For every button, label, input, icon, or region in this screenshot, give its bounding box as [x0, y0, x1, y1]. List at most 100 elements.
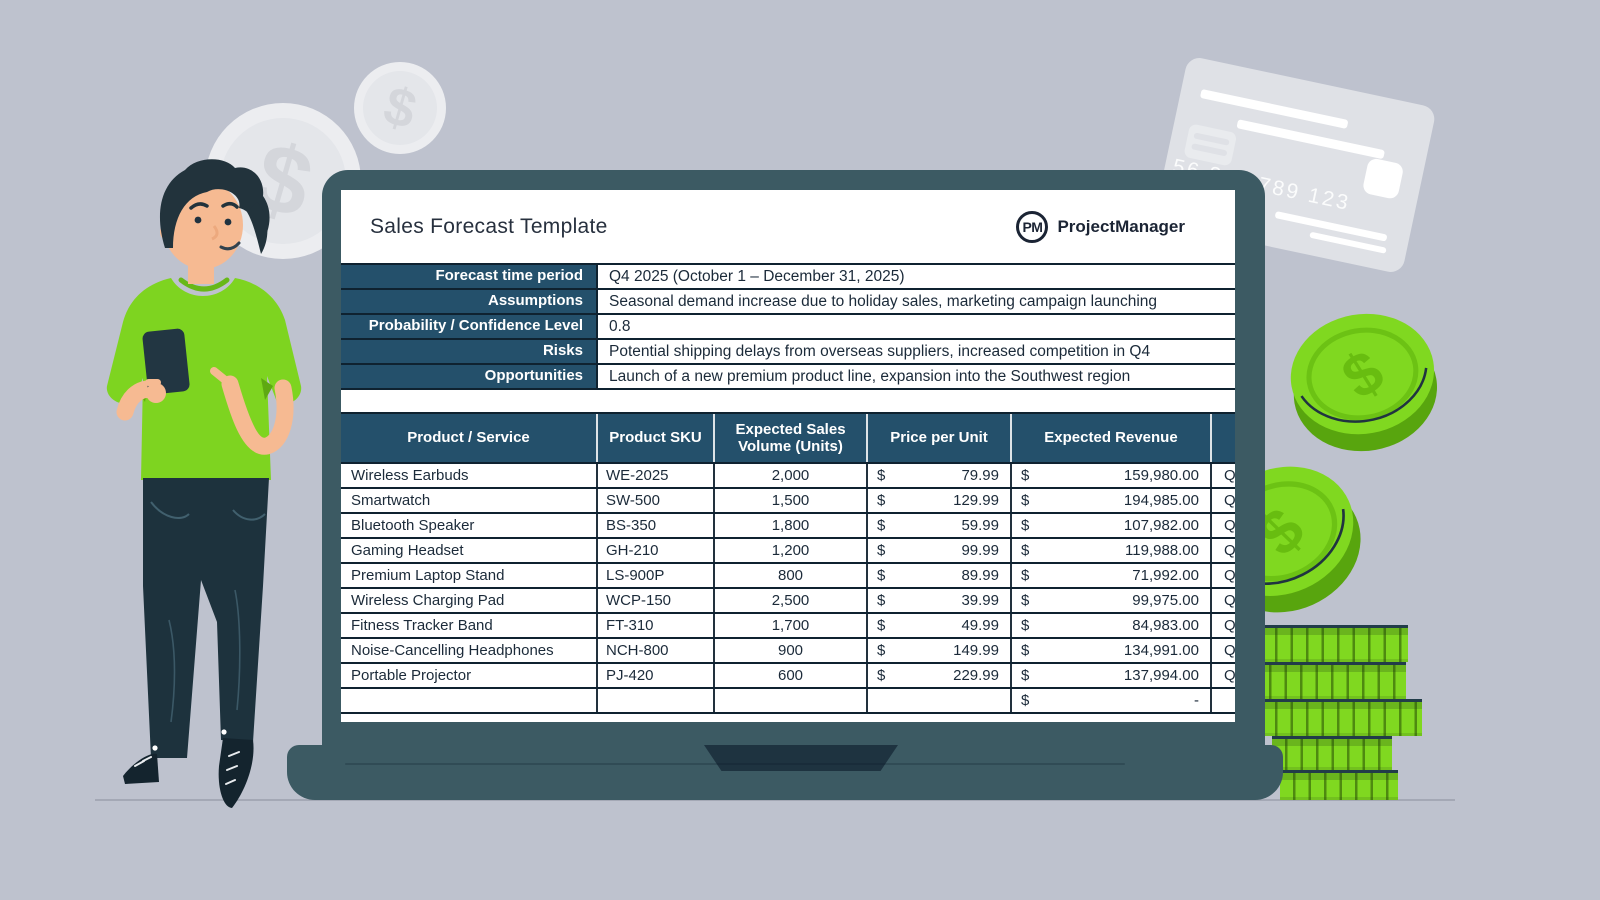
coin-stack-row [1272, 736, 1392, 770]
person-shoe [218, 738, 254, 808]
cell-revenue: $134,991.00 [1012, 639, 1212, 662]
coin-stack-row [1280, 770, 1398, 800]
cell-price-amount: 229.99 [953, 667, 999, 684]
cell-revenue: $107,982.00 [1012, 514, 1212, 537]
info-label: Opportunities [341, 365, 598, 388]
cell-next-column: Q [1224, 617, 1235, 634]
info-value: Potential shipping delays from overseas … [609, 343, 1151, 360]
currency-symbol: $ [1021, 492, 1030, 509]
info-label: Assumptions [341, 290, 598, 313]
cell-price: $89.99 [868, 564, 1012, 587]
green-coin-icon: $ [1290, 313, 1438, 452]
cell-price: $79.99 [868, 464, 1012, 487]
cell-price-amount: 49.99 [961, 617, 999, 634]
table-row: Premium Laptop Stand LS-900P 800 $89.99 $71,… [341, 564, 1235, 589]
cell-sku: BS-350 [598, 514, 715, 537]
page-title: Sales Forecast Template [370, 215, 608, 238]
cell-price: $149.99 [868, 639, 1012, 662]
table-row: Noise-Cancelling Headphones NCH-800 900 $14… [341, 639, 1235, 664]
cell-product: Gaming Headset [341, 539, 598, 562]
info-row: Assumptions Seasonal demand increase due … [341, 290, 1235, 315]
person-hair [159, 159, 270, 248]
column-header-2: Product SKU [598, 414, 715, 462]
cell-sku: WE-2025 [598, 464, 715, 487]
cell-revenue-amount: 159,980.00 [1123, 467, 1199, 484]
currency-symbol: $ [1021, 692, 1030, 709]
card-stripe [1236, 119, 1386, 160]
column-header-4: Price per Unit [868, 414, 1012, 462]
info-value: 0.8 [609, 318, 631, 335]
cell-revenue: $159,980.00 [1012, 464, 1212, 487]
cell-revenue: $119,988.00 [1012, 539, 1212, 562]
cell-price-amount: 39.99 [961, 592, 999, 609]
cell-sku: LS-900P [598, 564, 715, 587]
cell-product: Premium Laptop Stand [341, 564, 598, 587]
info-value: Q4 2025 (October 1 – December 31, 2025) [609, 268, 905, 285]
cell-volume: 600 [715, 664, 868, 687]
cell-revenue-amount: 137,994.00 [1123, 667, 1199, 684]
cell-product [341, 689, 598, 712]
card-logo-square [1361, 157, 1405, 200]
currency-symbol: $ [877, 467, 886, 484]
table-row: Wireless Charging Pad WCP-150 2,500 $39.99 $… [341, 589, 1235, 614]
cell-product: Wireless Earbuds [341, 464, 598, 487]
cell-revenue: $99,975.00 [1012, 589, 1212, 612]
forecast-table: Product / Service Product SKU Expected Sal… [341, 412, 1235, 714]
cell-volume: 1,800 [715, 514, 868, 537]
cell-product: Fitness Tracker Band [341, 614, 598, 637]
cell-next-column: Q [1224, 567, 1235, 584]
table-body: Wireless Earbuds WE-2025 2,000 $79.99 $159,9… [341, 464, 1235, 714]
currency-symbol: $ [877, 542, 886, 559]
ground-line [95, 799, 1455, 801]
cell-revenue: $ - [1012, 689, 1212, 712]
table-footer-row: $ - [341, 689, 1235, 714]
column-header-1: Product / Service [341, 414, 598, 462]
cell-volume: 900 [715, 639, 868, 662]
cell-volume: 1,700 [715, 614, 868, 637]
cell-price: $99.99 [868, 539, 1012, 562]
cell-product: Noise-Cancelling Headphones [341, 639, 598, 662]
table-row: Gaming Headset GH-210 1,200 $99.99 $119,988.… [341, 539, 1235, 564]
coin-stack-row [1256, 662, 1406, 699]
currency-symbol: $ [1021, 517, 1030, 534]
cell-revenue-amount: 107,982.00 [1123, 517, 1199, 534]
dollar-symbol: $ [377, 75, 423, 141]
cell-next-column: Q [1224, 642, 1235, 659]
cell-next-column: Q [1224, 492, 1235, 509]
cell-volume: 1,200 [715, 539, 868, 562]
cell-volume: 1,500 [715, 489, 868, 512]
cell-sku: WCP-150 [598, 589, 715, 612]
cell-price-amount: 79.99 [961, 467, 999, 484]
cell-revenue-amount: - [1194, 692, 1199, 709]
projectmanager-logo: PM ProjectManager [1016, 211, 1185, 243]
cell-price-amount: 89.99 [961, 567, 999, 584]
currency-symbol: $ [877, 517, 886, 534]
cell-product: Smartwatch [341, 489, 598, 512]
cell-next-column: Q [1224, 667, 1235, 684]
laptop-screen: Sales Forecast Template PM ProjectManage… [341, 190, 1235, 722]
info-row: Risks Potential shipping delays from over… [341, 340, 1235, 365]
info-row: Forecast time period Q4 2025 (October 1 –… [341, 265, 1235, 290]
laptop-base [287, 745, 1283, 800]
laptop-hinge-notch [704, 745, 898, 771]
currency-symbol: $ [1021, 642, 1030, 659]
pm-logo-name: ProjectManager [1057, 217, 1185, 236]
sheet-header: Sales Forecast Template PM ProjectManage… [341, 190, 1235, 263]
cell-revenue: $71,992.00 [1012, 564, 1212, 587]
cell-revenue-amount: 134,991.00 [1123, 642, 1199, 659]
cell-sku [598, 689, 715, 712]
info-label: Probability / Confidence Level [341, 315, 598, 338]
cell-volume [715, 689, 868, 712]
currency-symbol: $ [877, 667, 886, 684]
currency-symbol: $ [877, 492, 886, 509]
cell-product: Wireless Charging Pad [341, 589, 598, 612]
spacer-row [341, 390, 1235, 412]
currency-symbol: $ [1021, 542, 1030, 559]
currency-symbol: $ [877, 617, 886, 634]
cell-sku: SW-500 [598, 489, 715, 512]
column-header-3: Expected Sales Volume (Units) [715, 414, 868, 462]
cell-price-amount: 149.99 [953, 642, 999, 659]
laptop-base-seam [345, 763, 1125, 765]
currency-symbol: $ [877, 567, 886, 584]
